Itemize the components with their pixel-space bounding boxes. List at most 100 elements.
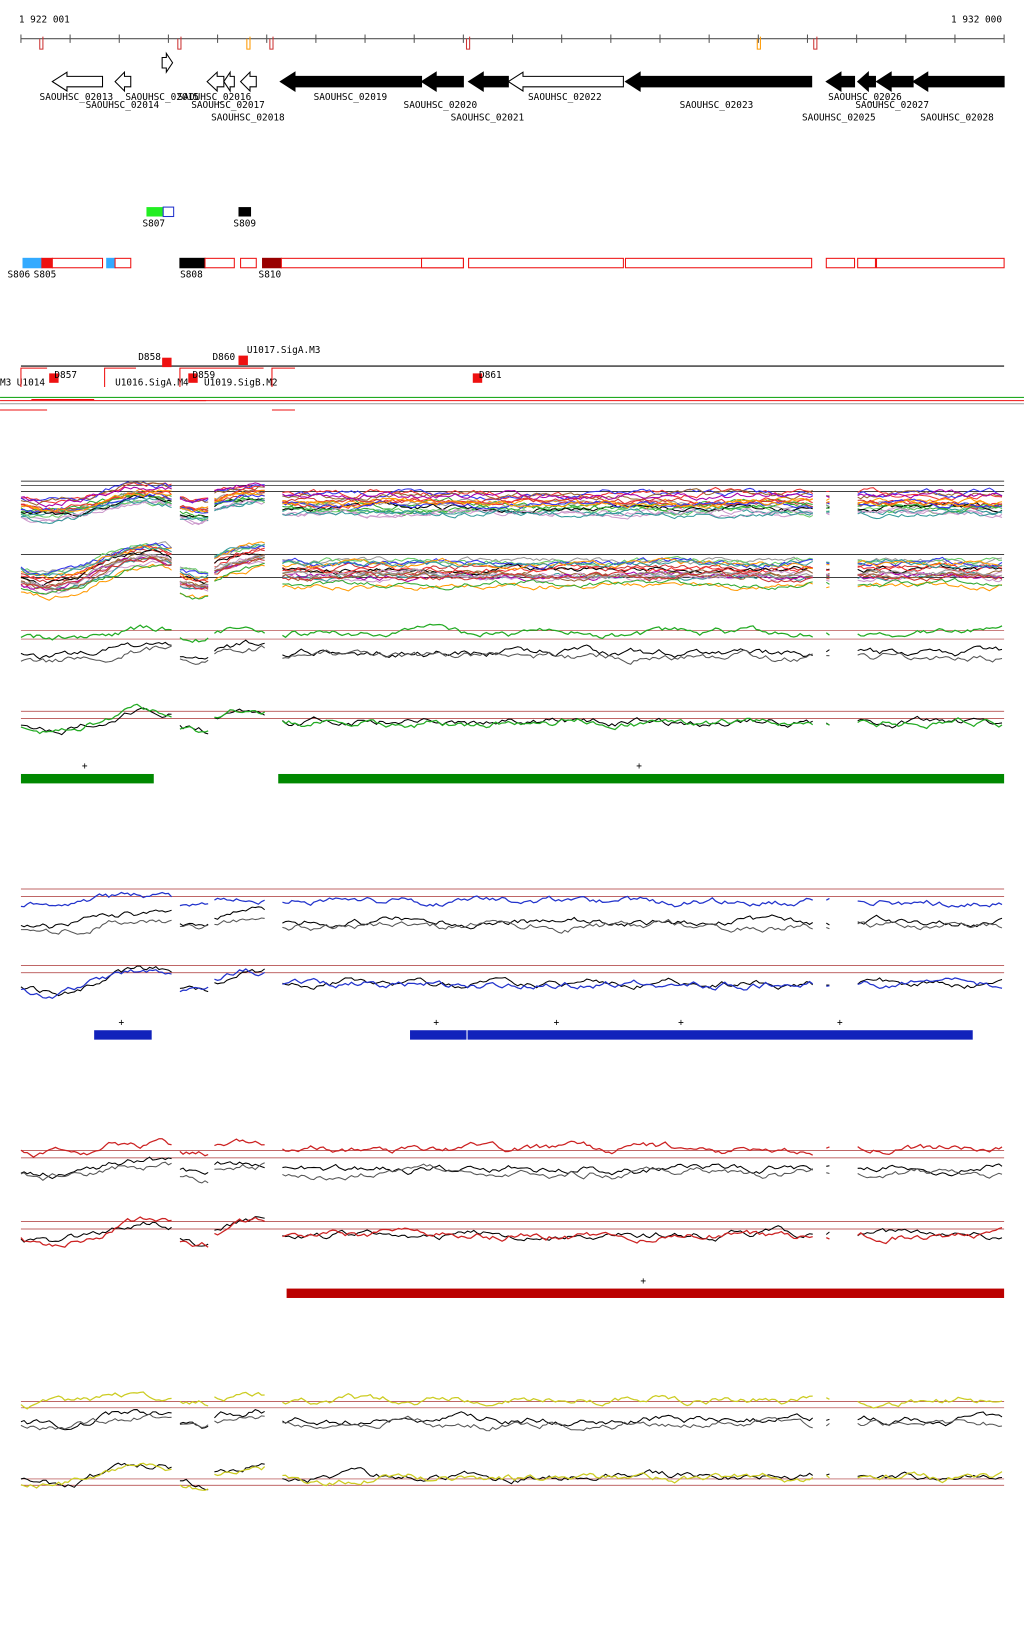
trace: [20, 491, 172, 512]
gene-arrow: [420, 71, 464, 92]
trace: [826, 1473, 830, 1476]
trace: [857, 645, 1003, 657]
trace: [857, 497, 1003, 508]
trace: [857, 560, 1003, 567]
trace: [282, 914, 813, 930]
trace: [826, 505, 830, 508]
gene-arrow: [912, 71, 1005, 92]
trace: [282, 1140, 813, 1156]
trace: [179, 902, 209, 907]
trace: [825, 632, 830, 636]
trace: [826, 1172, 830, 1175]
trace: [214, 494, 265, 505]
trace: [214, 1138, 265, 1147]
trace: [282, 500, 813, 510]
ruler-signal: [465, 36, 471, 50]
trace: [282, 508, 813, 520]
trace: [179, 514, 209, 521]
segment: [22, 257, 43, 269]
strand-bar: [410, 1030, 467, 1040]
unit-label: M3: [0, 377, 11, 388]
trace: [179, 516, 209, 521]
trace: [857, 1228, 1003, 1241]
gene-label: SAOUHSC_02021: [451, 113, 525, 124]
trace: [826, 723, 830, 726]
trace: [214, 906, 265, 920]
trace: [179, 510, 209, 519]
trace: [282, 496, 813, 508]
gene-arrow: [206, 70, 225, 93]
trace: [857, 652, 1003, 663]
trace: [857, 571, 1003, 580]
trace: [214, 499, 265, 512]
trace: [282, 1163, 813, 1176]
trace: [20, 556, 172, 589]
trace: [179, 585, 209, 589]
trace: [282, 977, 814, 991]
trace: [20, 554, 172, 591]
trace: [857, 899, 1003, 908]
trace: [214, 554, 265, 570]
strand-mark: +: [119, 1017, 125, 1028]
segment: [106, 257, 116, 269]
segment: [240, 257, 257, 269]
trace: [214, 1415, 265, 1424]
trace: [214, 494, 265, 506]
gene-arrow: [161, 51, 174, 74]
trace: [857, 977, 1003, 990]
trace: [826, 495, 830, 499]
segment: [204, 257, 235, 269]
trace: [20, 1156, 172, 1180]
trace: [857, 1471, 1003, 1484]
segment: [825, 257, 856, 269]
trace: [857, 625, 1003, 638]
trace: [826, 498, 830, 501]
trace: [282, 559, 813, 568]
strand-bar: [20, 773, 154, 784]
trace: [857, 1419, 1003, 1427]
trace: [179, 658, 209, 665]
trace: [857, 573, 1003, 582]
trace: [214, 482, 265, 492]
trace: [825, 1423, 830, 1427]
trace: [20, 703, 172, 735]
gene-arrow: [279, 71, 423, 92]
trace: [20, 707, 172, 736]
segment-label: S808: [180, 270, 203, 281]
trace: [857, 499, 1003, 508]
trace: [282, 717, 814, 731]
strand-mark: +: [82, 761, 88, 772]
segment: [41, 257, 53, 269]
strand-mark: +: [636, 761, 642, 772]
trace: [20, 919, 172, 935]
trace: [179, 516, 209, 526]
trace: [214, 1391, 265, 1402]
trace: [857, 1167, 1003, 1179]
segment-label: S809: [233, 218, 256, 229]
trace: [857, 1163, 1003, 1177]
trace: [20, 548, 172, 584]
trace: [282, 1163, 814, 1181]
gene-label: SAOUHSC_02015: [125, 92, 199, 103]
trace: [20, 909, 172, 929]
trace: [179, 1422, 209, 1429]
trace: [826, 927, 830, 930]
strand-mark: +: [640, 1276, 646, 1287]
trace: [20, 1413, 172, 1431]
site-label: D860: [213, 352, 236, 363]
trace: [214, 489, 265, 503]
trace: [214, 1216, 265, 1231]
trace: [20, 544, 172, 577]
trace: [282, 568, 813, 583]
trace: [214, 639, 265, 652]
trace: [179, 656, 209, 660]
trace: [857, 568, 1003, 578]
trace: [282, 581, 813, 592]
trace: [857, 556, 1003, 568]
trace: [857, 914, 1003, 928]
site: [162, 357, 172, 368]
segment: [114, 257, 132, 269]
trace: [857, 921, 1003, 931]
gene-arrow: [223, 70, 235, 93]
